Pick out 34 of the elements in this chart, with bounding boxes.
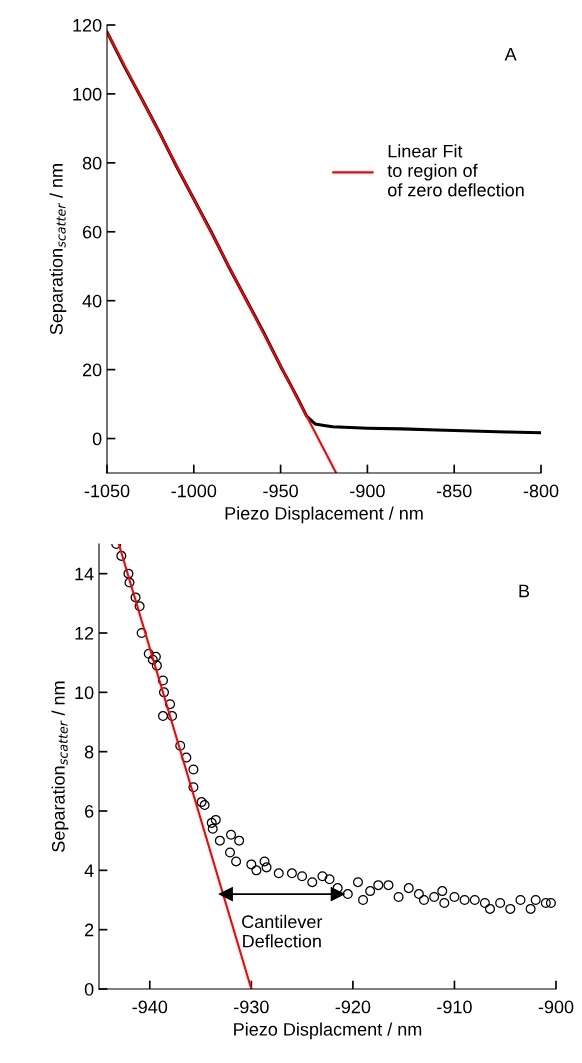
y-tick-label: 40	[82, 294, 102, 308]
x-tick-label: -800	[523, 484, 559, 498]
y-tick-label: 20	[82, 363, 102, 377]
x-tick-label: -850	[436, 484, 472, 498]
y-tick-label: 60	[82, 225, 102, 239]
x-tick-label: -950	[263, 484, 298, 498]
y-tick-label: 2	[85, 923, 94, 937]
x-tick-label: -930	[234, 1000, 269, 1014]
y-tick-label: 80	[82, 156, 102, 170]
y-tick-label: 100	[73, 87, 102, 101]
annotation: Cantilever Deflection	[242, 914, 323, 948]
x-tick-label: -1000	[171, 484, 217, 498]
annotation: A	[504, 48, 517, 61]
y-tick-label: 0	[84, 982, 94, 996]
x-tick-label: -940	[132, 1000, 168, 1014]
y-tick-label: 8	[84, 745, 94, 759]
annotation: B	[519, 584, 530, 598]
y-tick-label: 4	[84, 864, 94, 877]
x-tick-label: -900	[538, 1000, 574, 1014]
y-tick-label: 0	[92, 432, 102, 446]
x-tick-label: -910	[437, 1000, 472, 1014]
x-tick-label: -900	[350, 484, 385, 498]
legend-label: Linear Fit to region of of zero deflection	[387, 144, 524, 197]
x-axis-title: Piezo Displacment / nm	[234, 1022, 422, 1040]
y-tick-label: 10	[75, 686, 94, 700]
y-tick-label: 120	[73, 18, 102, 32]
x-tick-label: -920	[335, 1000, 371, 1014]
x-axis-title: Piezo Displacement / nm	[225, 506, 423, 524]
y-tick-label: 6	[85, 804, 94, 818]
y-axis-title: Separation$_{scatter}$ / nm	[51, 681, 69, 852]
x-tick-label: -1050	[84, 484, 130, 498]
y-tick-label: 12	[75, 626, 94, 640]
y-axis-title: Separation$_{scatter}$ / nm	[49, 164, 67, 335]
y-tick-label: 14	[75, 567, 94, 581]
